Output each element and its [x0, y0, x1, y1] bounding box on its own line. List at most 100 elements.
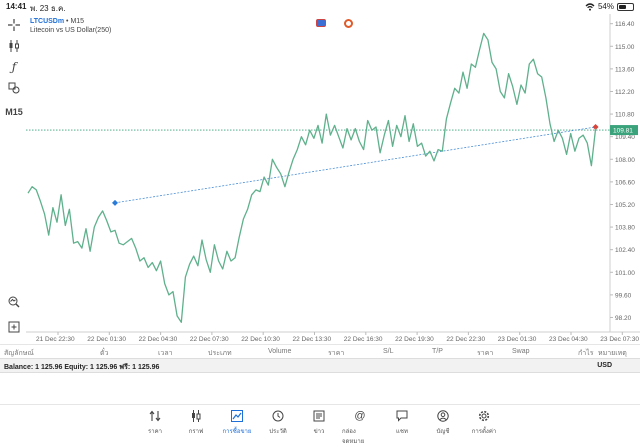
y-tick-label: 116.40 [615, 21, 635, 28]
x-tick-label: 22 Dec 04:30 [139, 336, 178, 343]
indicators-function-icon[interactable]: ƒ [11, 60, 17, 74]
y-tick-label: 115.00 [615, 44, 635, 51]
tab-label: บัญชี [436, 429, 450, 435]
tab-chat[interactable]: แชท [384, 409, 420, 436]
current-price-tag [610, 125, 638, 136]
tab-label: ประวัติ [269, 429, 287, 435]
settings-gear-icon [477, 409, 491, 423]
x-tick-label: 22 Dec 01:30 [87, 336, 126, 343]
symbol-description: Litecoin vs US Dollar(250) [30, 27, 112, 34]
trendline-end-handle [592, 123, 599, 130]
col-tp: T/P [432, 348, 443, 355]
battery-icon [617, 2, 634, 11]
balance-text: Balance: 1 125.96 Equity: 1 125.96 ฟรี: … [4, 364, 160, 371]
symbol-info: LTCUSDm • M15 Litecoin vs US Dollar(250) [30, 17, 111, 35]
chat-bubble-icon [395, 409, 409, 423]
battery-fill [619, 4, 627, 9]
y-tick-label: 105.20 [615, 202, 635, 209]
x-tick-label: 22 Dec 10:30 [241, 336, 280, 343]
tab-settings[interactable]: การตั้งค่า [466, 409, 502, 436]
current-price-label: 109.81 [613, 128, 633, 135]
status-bar: 14:41 พ. 23 ธ.ค. 54% [0, 0, 640, 14]
symbol-timeframe: M15 [70, 18, 85, 25]
col-volume: Volume [268, 348, 292, 355]
x-tick-label: 22 Dec 22:30 [446, 336, 485, 343]
symbol-separator: • [66, 18, 69, 25]
status-date: พ. 23 ธ.ค. [30, 4, 66, 13]
col-price: ราคา [328, 350, 345, 357]
col-profit: กำไร [578, 350, 594, 357]
y-tick-label: 109.40 [615, 134, 635, 141]
tab-trade[interactable]: การซื้อขาย [219, 409, 255, 436]
price-series-line [27, 32, 597, 323]
y-tick-label: 108.00 [615, 157, 635, 164]
status-time: 14:41 [6, 2, 27, 11]
trendline [114, 126, 596, 204]
x-tick-label: 23 Dec 07:30 [600, 336, 639, 343]
x-tick-label: 22 Dec 07:30 [190, 336, 229, 343]
tab-account[interactable]: บัญชี [425, 409, 461, 436]
timeframe-button[interactable]: M15 [5, 107, 23, 117]
y-tick-label: 110.80 [615, 112, 635, 119]
trade-panel-icon[interactable] [316, 19, 326, 27]
battery-percent: 54% [597, 2, 614, 11]
news-icon [312, 409, 326, 423]
chart-toolbar: ƒ M15 [0, 14, 26, 344]
col-time: เวลา [158, 350, 173, 357]
y-tick-label: 106.60 [615, 179, 635, 186]
x-tick-label: 21 Dec 22:30 [36, 336, 75, 343]
tab-label: กราฟ [188, 429, 204, 435]
chart-mini-icons [316, 19, 353, 28]
zoom-icon[interactable] [6, 294, 22, 310]
x-tick-label: 23 Dec 01:30 [498, 336, 537, 343]
objects-shapes-icon[interactable] [6, 80, 22, 96]
candlestick-icon [189, 409, 203, 423]
candlestick-type-icon[interactable] [6, 38, 22, 54]
one-click-icon[interactable] [344, 19, 353, 28]
tab-label: ราคา [148, 429, 162, 435]
col-sl: S/L [383, 348, 394, 355]
price-chart[interactable]: 116.40 115.00 113.60 112.20 110.80 109.40 108.… [26, 14, 640, 344]
y-tick-label: 99.60 [615, 292, 632, 299]
chart-area[interactable]: 116.40 115.00 113.60 112.20 110.80 109.40 108.… [26, 14, 640, 344]
x-tick-label: 22 Dec 13:30 [293, 336, 332, 343]
mailbox-at-icon: @ [354, 410, 366, 422]
tab-label: กล่องจดหมาย [342, 429, 365, 445]
bottom-tab-bar: ราคา กราฟ การซื้อขาย ประวัติ ข่าว @ กล่อ… [0, 404, 640, 447]
x-tick-label: 23 Dec 04:30 [549, 336, 588, 343]
tab-label: ข่าว [313, 429, 325, 435]
positions-header: สัญลักษณ์ ตั๋ว เวลา ประเภท Volume ราคา S… [0, 344, 640, 358]
trade-chart-icon [230, 409, 244, 423]
tab-mailbox[interactable]: @ กล่องจดหมาย [342, 409, 378, 446]
tab-label: แชท [396, 429, 408, 435]
balance-currency: USD [597, 362, 612, 369]
trendline-start-handle [112, 199, 118, 206]
y-tick-label: 103.80 [615, 225, 635, 232]
y-tick-label: 112.20 [615, 89, 635, 96]
y-tick-label: 98.20 [615, 315, 632, 322]
col-price-current: ราคา [477, 350, 494, 357]
add-chart-icon[interactable] [6, 319, 22, 335]
account-icon [436, 409, 450, 423]
col-ticket: ตั๋ว [100, 350, 109, 357]
y-tick-label: 113.60 [615, 66, 635, 73]
x-tick-label: 22 Dec 19:30 [395, 336, 434, 343]
tab-quotes[interactable]: ราคา [137, 409, 173, 436]
col-comment: หมายเหตุ [598, 350, 627, 357]
tab-chart[interactable]: กราฟ [178, 409, 214, 436]
status-right: 54% [585, 2, 634, 11]
history-clock-icon [271, 409, 285, 423]
col-symbol: สัญลักษณ์ [4, 350, 34, 357]
tab-history[interactable]: ประวัติ [260, 409, 296, 436]
tab-label: การซื้อขาย [222, 429, 252, 435]
tab-news[interactable]: ข่าว [301, 409, 337, 436]
col-swap: Swap [512, 348, 530, 355]
balance-row: Balance: 1 125.96 Equity: 1 125.96 ฟรี: … [0, 358, 640, 373]
symbol-name: LTCUSDm [30, 18, 65, 25]
quotes-arrows-icon [148, 409, 162, 423]
y-tick-label: 101.00 [615, 270, 635, 277]
wifi-icon [585, 2, 595, 11]
col-type: ประเภท [208, 350, 232, 357]
x-tick-label: 22 Dec 16:30 [344, 336, 383, 343]
crosshair-icon[interactable] [6, 17, 22, 33]
